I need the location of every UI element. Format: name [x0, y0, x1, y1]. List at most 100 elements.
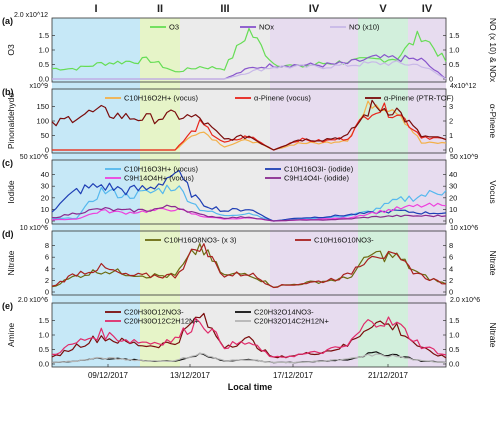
legend-label: C10H16O2H+ (vocus) — [124, 94, 198, 103]
panels: (a) O3 NO (x 10) & NOx 2.0 x10^12 0.0 0.5 1.0 1… — [2, 12, 498, 369]
tick-label-right: 2 — [449, 276, 453, 285]
panel-1: (a) O3 NO (x 10) & NOx 2.0 x10^12 0.0 0.5 1.0 1… — [2, 12, 498, 84]
tick-label-right: 10 — [449, 205, 457, 214]
series-line — [51, 27, 447, 73]
tick-label-left: 100 — [36, 117, 49, 126]
tick-label-right: 0.5 — [449, 345, 459, 354]
tick-label-left: 4 — [45, 264, 49, 273]
x-tick-label: 13/12/2017 — [170, 371, 211, 380]
y-scale-right: 10 x10^6 — [450, 225, 478, 232]
tick-label-right: 0.0 — [449, 360, 459, 369]
tick-label-right: 1 — [449, 131, 453, 140]
legend: C10H16O8NO3- (x 3) C10H16O10NO3- — [145, 236, 374, 245]
series-line — [52, 60, 447, 80]
panel-frame — [51, 230, 447, 296]
series-line — [51, 202, 447, 222]
tick-label-left: 0.0 — [39, 75, 49, 84]
panel-4: (d) Nitrate Nitrate 10 x10^6 10 x10^6 0 2 4 6 8 0 2… — [2, 225, 498, 297]
tick-label-left: 8 — [45, 241, 49, 250]
tick-label-left: 0 — [45, 288, 49, 297]
y-scale-right: 4x10^12 — [450, 83, 476, 90]
y-scale-left: 50 x10^6 — [20, 154, 48, 161]
period-label: IV — [422, 3, 433, 15]
y-scale-left: x10^9 — [30, 83, 49, 90]
tick-label-left: 10 — [41, 205, 49, 214]
y-scale-left: 2.0 x10^6 — [18, 297, 48, 304]
tick-label-right: 0 — [449, 75, 453, 84]
period-label: IV — [309, 3, 320, 15]
series-line — [52, 316, 447, 358]
tick-label-left: 0.5 — [39, 345, 49, 354]
band-period-IV-late — [408, 18, 446, 367]
period-label: I — [94, 3, 97, 15]
tick-label-right: 1.0 — [449, 46, 459, 55]
y-scale-right: 50 x10^9 — [450, 154, 478, 161]
tick-label-left: 0.5 — [39, 60, 49, 69]
tick-label-right: 0 — [449, 217, 453, 226]
legend-label: C9H14O4I- (iodide) — [284, 174, 350, 183]
x-tick-label: 09/12/2017 — [88, 371, 129, 380]
panel-tag: (c) — [2, 158, 13, 168]
y-axis-label-right: Vocus — [488, 180, 498, 203]
tick-label-left: 0 — [45, 146, 49, 155]
legend-label: C20H30O12NO3- — [124, 308, 184, 317]
panel-frame — [51, 159, 447, 225]
legend: O3 NOx NO (x10) — [150, 23, 380, 32]
period-label: II — [157, 3, 163, 15]
panel-2: (b)Pinonaldehyde α-Pinene x10^9 4x10^12 0 50 1… — [2, 83, 498, 155]
series-line — [51, 243, 447, 289]
tick-label-left: 0.0 — [39, 360, 49, 369]
tick-label-left: 40 — [41, 170, 49, 179]
panel-tag: (b) — [2, 87, 14, 97]
tick-label-left: 50 — [41, 131, 49, 140]
tick-label-right: 1.0 — [449, 331, 459, 340]
legend-label: C20H32O14C2H12N+ — [254, 317, 329, 326]
tick-label-left: 6 — [45, 253, 49, 262]
series-line — [51, 184, 447, 222]
period-labels: I II III IV V IV — [94, 3, 432, 15]
y-axis-label-right: α-Pinene — [488, 104, 498, 138]
tick-label-left: 1.5 — [39, 316, 49, 325]
period-label: III — [220, 3, 229, 15]
tick-label-left: 0 — [45, 217, 49, 226]
tick-label-right: 30 — [449, 182, 457, 191]
series-line — [51, 204, 447, 222]
tick-label-left: 30 — [41, 182, 49, 191]
legend-label: C10H16O3H+ (vocus) — [124, 165, 198, 174]
band-period-II — [140, 18, 180, 367]
series-line — [51, 312, 447, 359]
legend-label: C10H16O3I- (iodide) — [284, 165, 354, 174]
y-axis-label-right: Nitrate — [488, 250, 498, 275]
period-bands — [52, 18, 446, 367]
legend-label: C20H32O14NO3- — [254, 308, 314, 317]
series-line — [51, 99, 447, 151]
y-scale-left: 2.0 x10^12 — [14, 12, 48, 19]
legend-label: C10H16O10NO3- — [314, 236, 374, 245]
legend: C10H16O3H+ (vocus) C10H16O3I- (iodide)C9H… — [105, 165, 354, 183]
y-axis-label-left: Nitrate — [6, 250, 16, 275]
y-axis-label-left: O3 — [6, 44, 16, 56]
panel-5: (e) Amine Nitrate 2.0 x10^6 2.0 x10^6 0.0 0.5 1… — [2, 297, 498, 369]
legend-label: NOx — [259, 23, 274, 32]
tick-label-right: 1.5 — [449, 316, 459, 325]
tick-label-right: 0 — [449, 288, 453, 297]
band-period-V — [358, 18, 408, 367]
tick-label-left: 1.0 — [39, 331, 49, 340]
legend-label: C20H30O12C2H12N+ — [124, 317, 199, 326]
tick-label-left: 150 — [36, 102, 49, 111]
y-axis-label-left: Iodide — [6, 180, 16, 203]
tick-label-right: 8 — [449, 241, 453, 250]
tick-label-left: 2 — [45, 276, 49, 285]
legend-label: NO (x10) — [349, 23, 380, 32]
series-line — [51, 170, 447, 222]
tick-label-left: 1.5 — [39, 31, 49, 40]
x-tick-label: 17/12/2017 — [273, 371, 314, 380]
band-period-III — [180, 18, 270, 367]
legend-label: C10H16O8NO3- (x 3) — [164, 236, 237, 245]
panel-tag: (d) — [2, 229, 14, 239]
panel-tag: (a) — [2, 16, 13, 26]
y-axis-label-right: NO (x 10) & NOx — [488, 18, 498, 83]
tick-label-right: 2 — [449, 117, 453, 126]
legend-label: C9H14O4H+ (vocus) — [124, 174, 194, 183]
